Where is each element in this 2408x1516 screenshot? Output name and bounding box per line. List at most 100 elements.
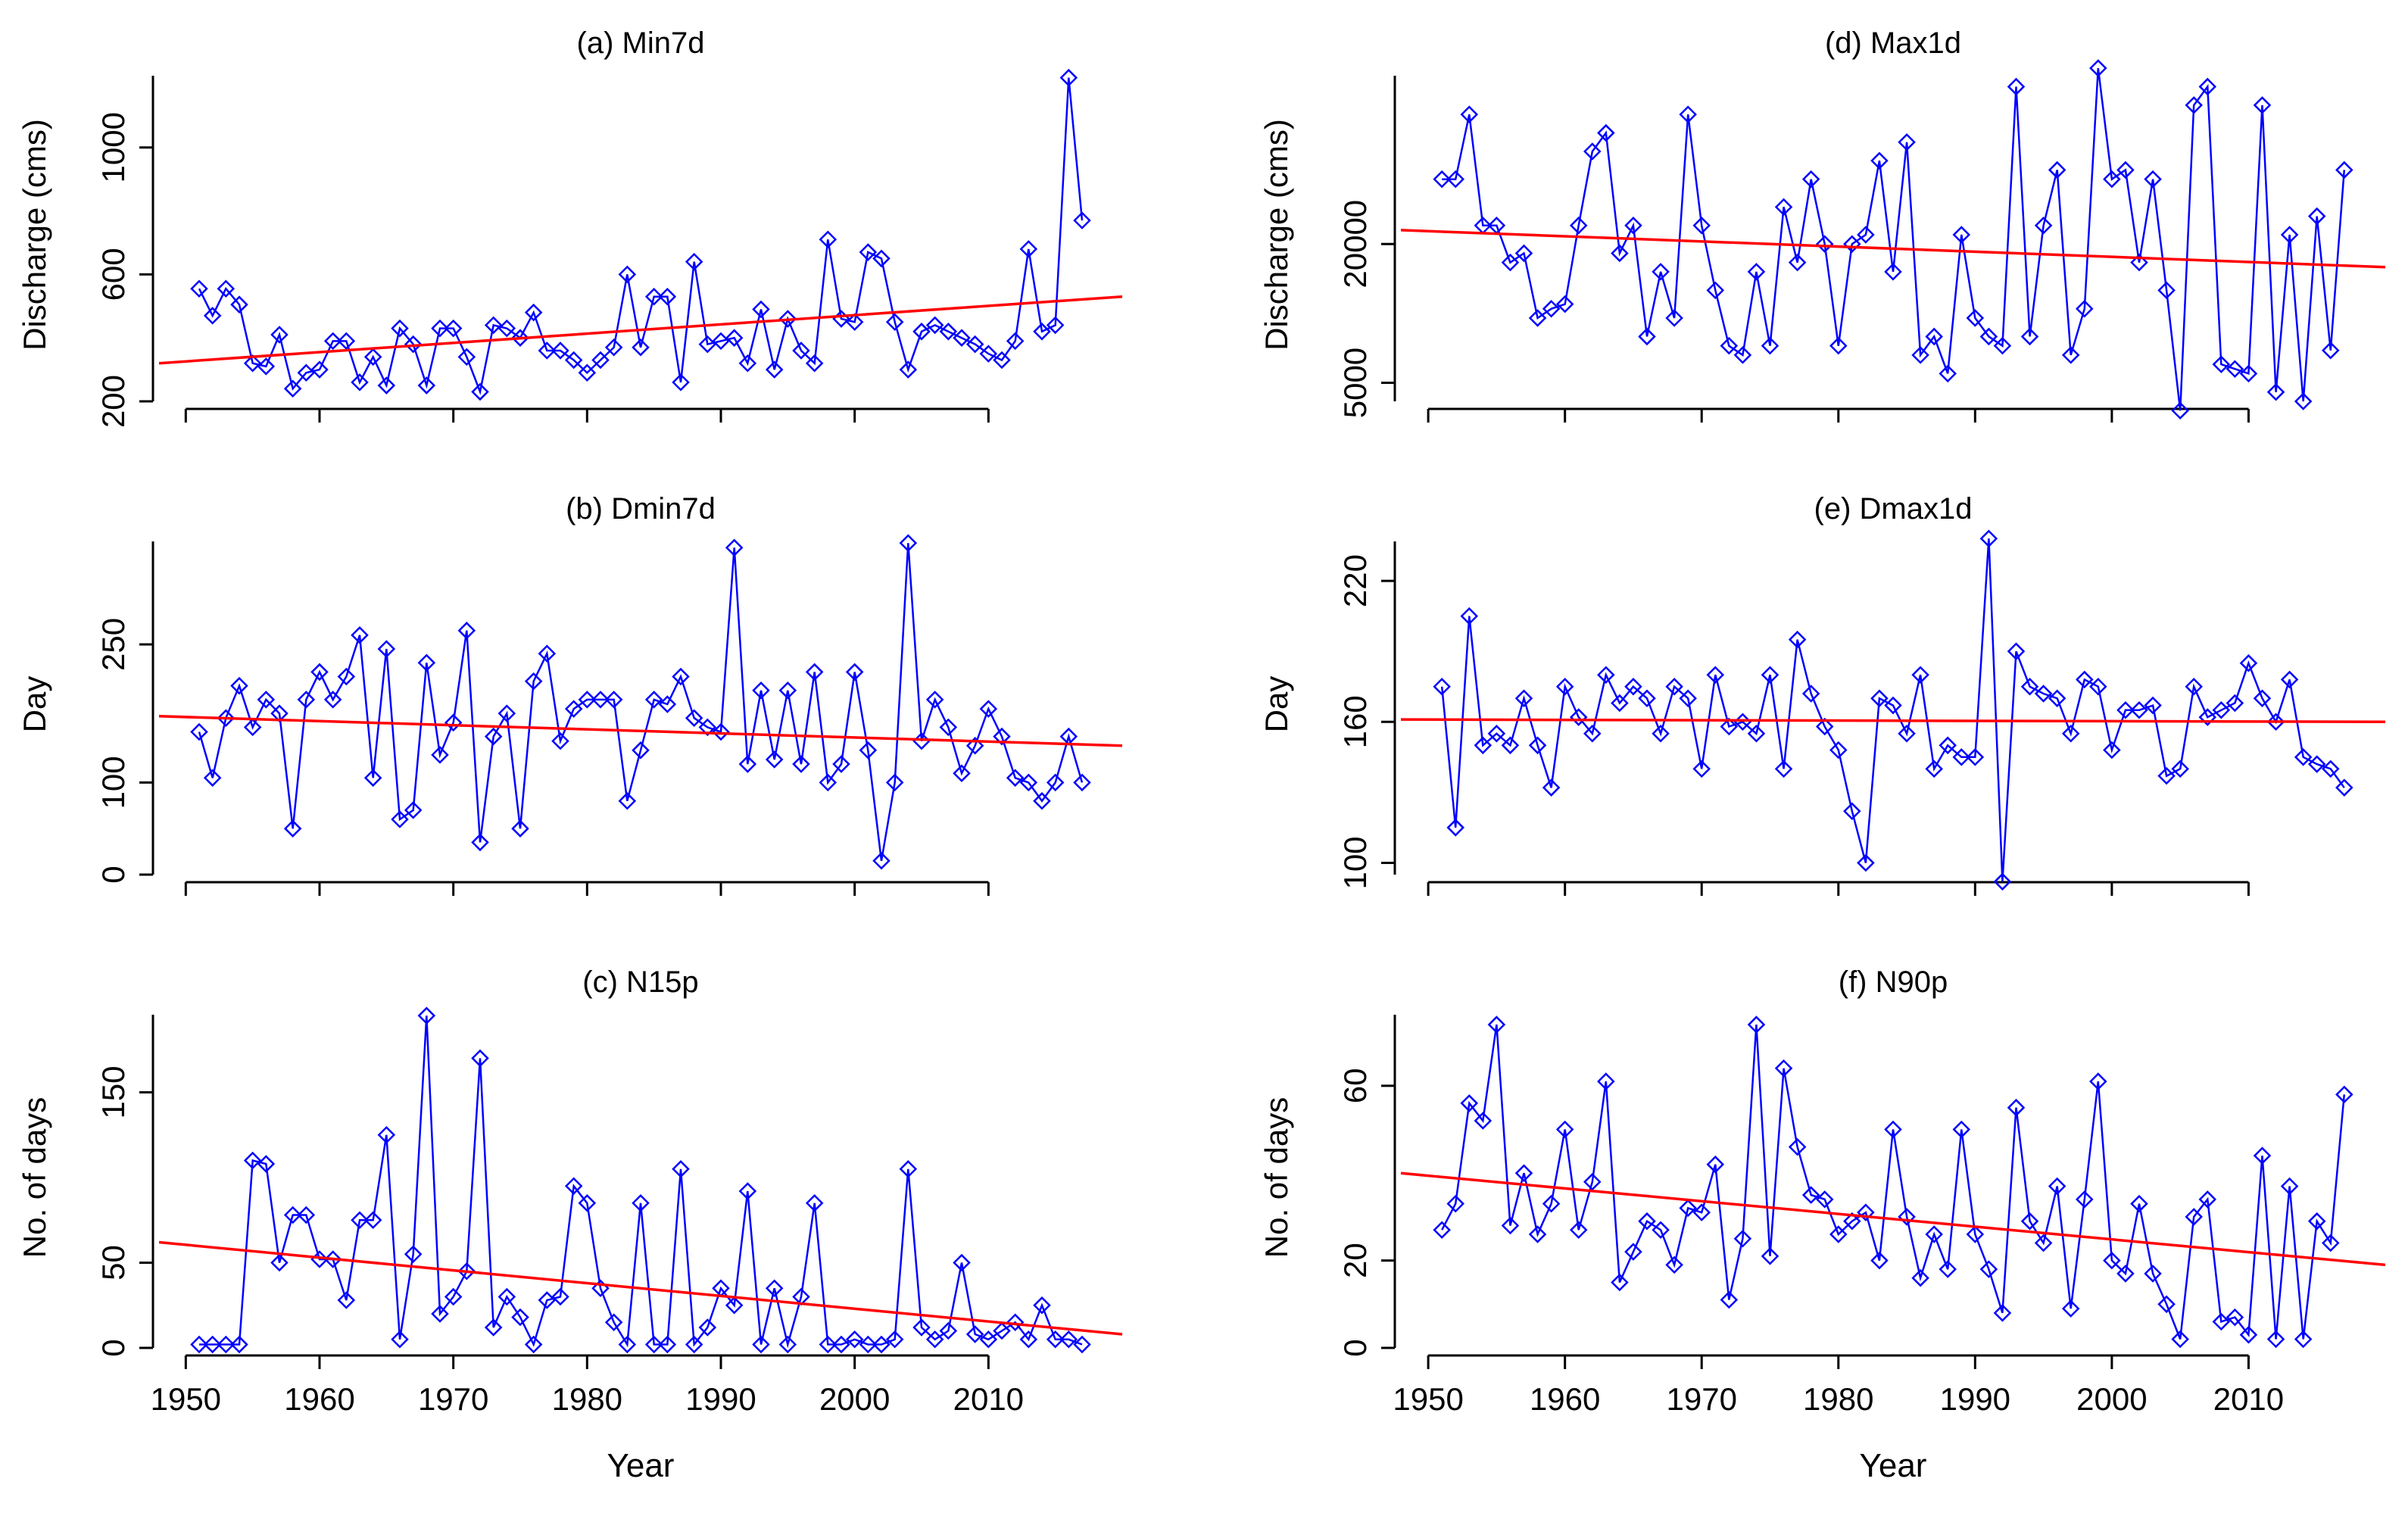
data-point	[377, 376, 396, 395]
data-point	[1460, 1094, 1479, 1112]
data-point	[2185, 96, 2203, 114]
data-point	[925, 316, 944, 335]
panel-a: (a) Min7d Discharge (cms) 200 600 1000	[17, 27, 1123, 428]
data-point	[2185, 1208, 2203, 1226]
data-point	[1939, 364, 1957, 383]
x-tick-label: 1950	[1393, 1381, 1463, 1417]
data-point	[604, 338, 623, 357]
data-point	[538, 1291, 557, 1309]
data-point	[1611, 1273, 1629, 1292]
data-point	[644, 287, 663, 306]
data-point	[1774, 198, 1793, 217]
data-point	[1993, 336, 2012, 355]
data-point	[1665, 677, 1683, 696]
data-point	[2212, 355, 2231, 373]
y-tick-label: 0	[95, 866, 131, 883]
data-point	[632, 741, 650, 760]
y-tick-label: 5000	[1337, 348, 1373, 418]
data-point	[2103, 741, 2121, 760]
data-point	[2253, 1146, 2272, 1165]
y-tick-label: 20	[1337, 1243, 1373, 1278]
data-point	[1597, 666, 1615, 684]
data-point	[1720, 717, 1739, 736]
data-point	[725, 1296, 744, 1315]
data-point	[1829, 741, 1848, 760]
panel-c: (c) N15p No. of days 0 50 150 1950 1960 1970 198…	[17, 965, 1123, 1484]
data-point	[1460, 607, 1479, 625]
data-point	[2020, 677, 2039, 696]
data-point	[230, 1335, 248, 1354]
data-point	[1706, 1155, 1725, 1174]
data-point	[1679, 1199, 1697, 1218]
data-point	[2116, 700, 2135, 719]
data-point	[1033, 791, 1051, 810]
y-tick-label: 600	[95, 248, 131, 301]
data-point	[1843, 802, 1861, 820]
data-point	[1583, 725, 1602, 743]
data-point	[1761, 336, 1779, 355]
data-point	[778, 1335, 797, 1354]
data-point	[1857, 226, 1875, 244]
data-point	[524, 1335, 543, 1354]
data-point	[2061, 1299, 2080, 1318]
data-point	[2322, 760, 2340, 778]
data-point	[1006, 1313, 1025, 1332]
data-point	[2007, 77, 2026, 96]
data-point	[2198, 77, 2217, 96]
data-point	[2076, 670, 2094, 689]
data-point	[939, 718, 958, 737]
data-point	[872, 1335, 891, 1354]
data-point	[323, 332, 342, 351]
data-point	[2144, 170, 2162, 189]
data-point	[885, 1330, 904, 1349]
data-point	[217, 1335, 235, 1354]
data-point	[1638, 327, 1656, 346]
data-point	[672, 1159, 690, 1178]
data-point	[2266, 713, 2285, 731]
data-point	[1652, 263, 1670, 281]
data-point	[417, 654, 436, 672]
data-point	[363, 348, 382, 367]
data-point	[471, 833, 489, 852]
x-axis-label: Year	[607, 1447, 675, 1484]
data-point	[604, 691, 623, 709]
data-point	[658, 695, 677, 713]
data-point	[845, 1330, 864, 1349]
data-point	[2103, 170, 2121, 189]
panel-title: (c) N15p	[582, 965, 698, 999]
data-point	[2253, 96, 2272, 114]
data-point	[1966, 309, 1985, 327]
data-point	[698, 718, 717, 737]
data-point	[765, 750, 784, 769]
y-axis-label: Discharge (cms)	[1259, 119, 1294, 351]
x-tick-label: 1950	[151, 1381, 221, 1417]
data-point	[738, 1182, 757, 1200]
data-point	[1829, 336, 1848, 355]
data-point	[1952, 226, 1971, 244]
data-point	[270, 326, 289, 344]
data-point	[1788, 630, 1807, 649]
data-point	[1583, 142, 1602, 161]
data-point	[859, 243, 878, 261]
data-point	[765, 1279, 784, 1298]
data-point	[1925, 760, 1943, 778]
data-point	[2294, 748, 2313, 766]
data-point	[2076, 1190, 2094, 1209]
data-point	[2171, 1330, 2189, 1349]
data-point	[1801, 685, 1820, 703]
data-point	[1993, 1304, 2012, 1322]
data-point	[363, 1211, 382, 1230]
data-point	[979, 345, 998, 363]
data-point	[297, 1206, 316, 1224]
data-point	[2130, 1194, 2148, 1213]
data-point	[1019, 773, 1038, 792]
data-point	[2034, 1234, 2053, 1252]
data-point	[2048, 1177, 2066, 1196]
data-point	[1788, 1137, 1807, 1156]
data-point	[1911, 666, 1929, 684]
series-line	[1440, 538, 2345, 882]
data-point	[1569, 708, 1588, 726]
data-point	[2144, 1265, 2162, 1283]
data-point	[1747, 1015, 1766, 1034]
